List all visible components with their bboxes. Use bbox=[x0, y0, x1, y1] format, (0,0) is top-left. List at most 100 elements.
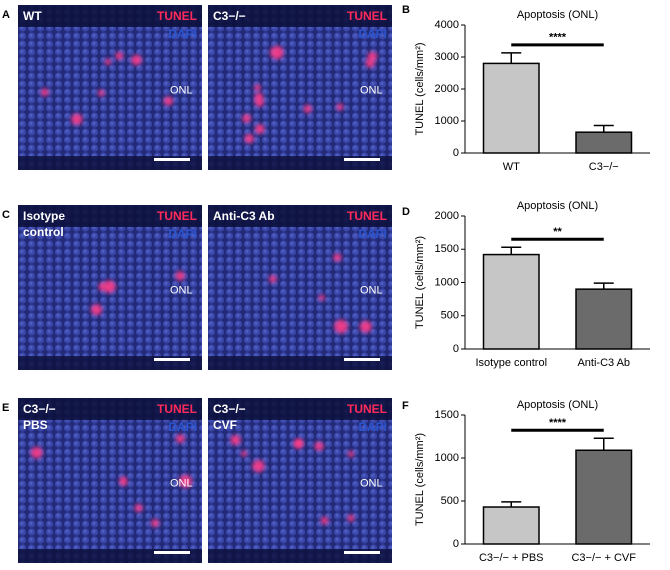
panel-letter: E bbox=[2, 402, 9, 414]
bar bbox=[482, 506, 540, 545]
image-label: C3−/− bbox=[213, 402, 246, 416]
tunel-spot bbox=[98, 282, 107, 291]
region-label: ONL bbox=[170, 285, 193, 297]
tunel-spot bbox=[268, 275, 277, 283]
x-tick-label: C3−/− + CVF bbox=[571, 552, 636, 564]
bar bbox=[575, 288, 633, 350]
x-tick-label: C3−/− + PBS bbox=[479, 552, 544, 564]
stain-label: TUNEL bbox=[157, 209, 197, 223]
dark-band bbox=[208, 205, 392, 227]
image-label: control bbox=[23, 225, 64, 239]
scale-bar bbox=[154, 358, 190, 361]
tunel-spot bbox=[293, 439, 303, 449]
panel-letter: A bbox=[2, 9, 10, 21]
region-label: ONL bbox=[170, 85, 193, 97]
tunel-spot bbox=[320, 516, 329, 525]
tunel-spot bbox=[254, 84, 261, 92]
tunel-spot bbox=[179, 474, 193, 488]
stain-label: TUNEL bbox=[347, 402, 387, 416]
micrograph bbox=[208, 398, 392, 563]
tunel-spot bbox=[252, 459, 265, 473]
y-axis-label: TUNEL (cells/mm²) bbox=[414, 42, 426, 135]
significance-label: **** bbox=[549, 32, 567, 44]
image-label: CVF bbox=[213, 418, 237, 432]
bar bbox=[482, 62, 540, 154]
tunel-spot bbox=[314, 441, 324, 451]
significance-label: ** bbox=[553, 226, 562, 238]
significance-label: **** bbox=[549, 417, 567, 429]
region-label: ONL bbox=[360, 85, 383, 97]
tunel-spot bbox=[365, 58, 375, 68]
y-tick-label: 2000 bbox=[435, 210, 459, 222]
tunel-spot bbox=[175, 271, 185, 281]
y-tick-label: 1500 bbox=[435, 409, 459, 421]
image-label: C3−/− bbox=[213, 9, 246, 23]
tunel-spot bbox=[30, 446, 43, 459]
stain-label: DAPI bbox=[358, 227, 387, 241]
tunel-spot bbox=[333, 253, 342, 262]
image-label: WT bbox=[23, 9, 42, 23]
y-tick-label: 4000 bbox=[435, 19, 459, 31]
stain-label: DAPI bbox=[358, 27, 387, 41]
micrograph bbox=[208, 205, 392, 370]
tunel-spot bbox=[163, 96, 173, 106]
tunel-spot bbox=[254, 97, 264, 107]
tunel-spot bbox=[359, 320, 372, 333]
dark-band bbox=[18, 5, 202, 27]
tunel-spot bbox=[119, 479, 127, 487]
stain-label: TUNEL bbox=[157, 9, 197, 23]
scale-bar bbox=[154, 158, 190, 161]
y-axis-label: TUNEL (cells/mm²) bbox=[414, 433, 426, 526]
tunel-spot bbox=[97, 89, 105, 97]
region-label: ONL bbox=[170, 478, 193, 490]
y-tick-label: 0 bbox=[453, 147, 459, 159]
stain-label: TUNEL bbox=[157, 402, 197, 416]
scale-bar bbox=[344, 551, 380, 554]
tunel-spot bbox=[347, 450, 355, 458]
chart-title: Apoptosis (ONL) bbox=[517, 399, 598, 411]
stain-label: DAPI bbox=[358, 420, 387, 434]
tunel-spot bbox=[104, 58, 112, 65]
image-label: Isotype bbox=[23, 209, 65, 223]
scale-bar bbox=[344, 358, 380, 361]
x-tick-label: C3−/− bbox=[589, 161, 619, 173]
bar bbox=[482, 253, 540, 350]
y-tick-label: 500 bbox=[441, 310, 459, 322]
dark-band bbox=[208, 5, 392, 27]
tunel-spot bbox=[334, 319, 348, 334]
bar bbox=[575, 131, 633, 154]
tunel-spot bbox=[230, 434, 241, 446]
tunel-spot bbox=[102, 280, 116, 294]
tunel-spot bbox=[71, 113, 83, 125]
chart-title: Apoptosis (ONL) bbox=[517, 9, 598, 21]
stain-label: DAPI bbox=[168, 227, 197, 241]
scale-bar bbox=[154, 551, 190, 554]
tunel-spot bbox=[303, 104, 312, 113]
panel-letter: F bbox=[402, 400, 409, 412]
micrograph bbox=[18, 398, 202, 563]
dark-band bbox=[18, 205, 202, 227]
bar bbox=[575, 449, 633, 545]
y-tick-label: 1000 bbox=[435, 452, 459, 464]
chart-title: Apoptosis (ONL) bbox=[517, 200, 598, 212]
tunel-spot bbox=[115, 51, 124, 60]
tunel-spot bbox=[254, 124, 265, 134]
tunel-spot bbox=[242, 114, 252, 123]
y-tick-label: 0 bbox=[453, 538, 459, 550]
stain-label: DAPI bbox=[168, 27, 197, 41]
dark-band bbox=[208, 398, 392, 420]
panel-letter: C bbox=[2, 209, 10, 221]
y-tick-label: 2000 bbox=[435, 83, 459, 95]
micrograph bbox=[18, 5, 202, 170]
image-label: Anti-C3 Ab bbox=[213, 209, 275, 223]
scale-bar bbox=[344, 158, 380, 161]
tunel-spot bbox=[40, 88, 49, 97]
image-label: PBS bbox=[23, 418, 48, 432]
image-label: C3−/− bbox=[23, 402, 56, 416]
region-label: ONL bbox=[360, 285, 383, 297]
y-tick-label: 3000 bbox=[435, 51, 459, 63]
y-tick-label: 1000 bbox=[435, 276, 459, 288]
tunel-spot bbox=[175, 434, 185, 444]
y-axis-label: TUNEL (cells/mm²) bbox=[414, 236, 426, 329]
panel-letter: B bbox=[402, 4, 410, 16]
